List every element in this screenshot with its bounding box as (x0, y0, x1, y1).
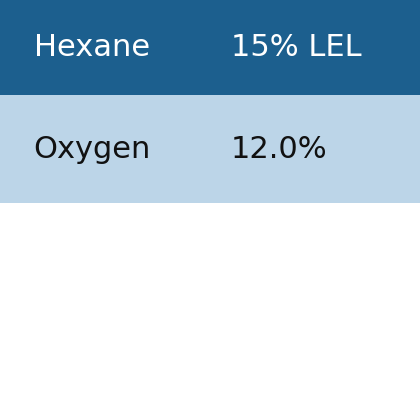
Bar (0, 0, 420, 95)
Text: 15% LEL: 15% LEL (231, 33, 362, 62)
Text: 12.0%: 12.0% (231, 134, 328, 163)
Text: Hexane: Hexane (34, 33, 150, 62)
Bar (0, 95, 420, 203)
Text: Oxygen: Oxygen (34, 134, 151, 163)
